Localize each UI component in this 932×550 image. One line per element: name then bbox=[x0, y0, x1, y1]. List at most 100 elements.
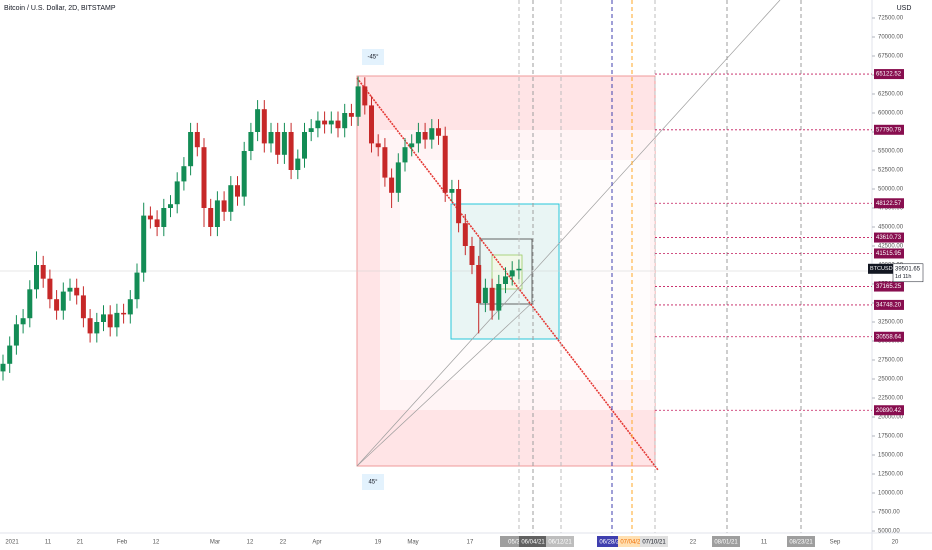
price-tag-label: 20890.42 bbox=[876, 408, 902, 414]
angle-label: -45° bbox=[367, 55, 379, 61]
x-tick-label: 17 bbox=[467, 540, 474, 546]
candle-body bbox=[87, 318, 93, 334]
candle-body bbox=[456, 188, 462, 224]
x-tick-label: 22 bbox=[690, 540, 697, 546]
x-tick-label: 08/23/21 bbox=[789, 540, 813, 546]
candle-body bbox=[141, 215, 147, 273]
candle-body bbox=[248, 131, 254, 151]
candle-body bbox=[235, 185, 240, 197]
candle-body bbox=[147, 215, 153, 220]
candle-body bbox=[107, 314, 113, 328]
candle-body bbox=[369, 105, 374, 144]
y-tick-label: 60000.00 bbox=[878, 111, 904, 117]
candle-body bbox=[268, 131, 274, 144]
candle-body bbox=[261, 109, 267, 144]
candle-body bbox=[342, 112, 348, 129]
candle-body bbox=[208, 207, 214, 227]
candle-body bbox=[422, 131, 428, 140]
candle-body bbox=[74, 287, 80, 296]
price-tag bbox=[874, 405, 904, 416]
x-label-box bbox=[500, 536, 528, 547]
candle-body bbox=[214, 200, 220, 227]
y-tick-label: 52500.00 bbox=[878, 168, 904, 174]
price-tag bbox=[874, 124, 904, 135]
price-tag-label: 41515.95 bbox=[876, 251, 902, 257]
candle-body bbox=[154, 219, 160, 227]
y-tick-label: 67500.00 bbox=[878, 54, 904, 60]
candle-body bbox=[60, 291, 66, 311]
candle-body bbox=[47, 278, 53, 300]
x-tick-label: Apr bbox=[312, 540, 321, 546]
candle-body bbox=[436, 128, 441, 136]
angle-box bbox=[362, 49, 384, 65]
x-tick-label: 07/04/21 bbox=[620, 540, 644, 546]
x-label-box bbox=[519, 536, 547, 547]
price-tag bbox=[874, 299, 904, 310]
x-tick-label: 12 bbox=[153, 540, 160, 546]
candle-body bbox=[161, 207, 167, 227]
y-tick-label: 47500.00 bbox=[878, 206, 904, 212]
y-tick-label: 12500.00 bbox=[878, 472, 904, 478]
candle-body bbox=[101, 314, 106, 322]
candle-body bbox=[255, 109, 261, 132]
candle-body bbox=[194, 131, 200, 148]
candle-body bbox=[389, 177, 395, 193]
price-tag bbox=[874, 198, 904, 209]
candle-body bbox=[496, 283, 502, 311]
x-tick-label: 06/28/21 bbox=[599, 540, 623, 546]
price-tag-label: 37165.25 bbox=[876, 284, 902, 290]
candle-body bbox=[503, 276, 508, 284]
candle-body bbox=[275, 131, 281, 155]
candle-body bbox=[328, 120, 334, 125]
candle-body bbox=[40, 264, 46, 279]
candle-body bbox=[80, 295, 86, 319]
angle-box bbox=[362, 474, 384, 490]
fan-line bbox=[356, 0, 781, 467]
y-tick-label: 15000.00 bbox=[878, 453, 904, 459]
drawings: -45° 45° bbox=[0, 0, 872, 533]
x-label-box bbox=[640, 536, 668, 547]
candle-body bbox=[429, 128, 435, 140]
x-label-box bbox=[787, 536, 815, 547]
candle-body bbox=[94, 321, 100, 334]
x-label-box bbox=[546, 536, 574, 547]
candle-body bbox=[476, 264, 482, 303]
symbol-label: BTCUSD bbox=[870, 266, 893, 272]
candle-body bbox=[516, 268, 522, 271]
candle-body bbox=[355, 86, 361, 117]
countdown-label: 1d 11h bbox=[895, 274, 911, 280]
x-label-box bbox=[712, 536, 740, 547]
candle-body bbox=[449, 188, 455, 193]
x-tick-label: Feb bbox=[117, 540, 128, 546]
price-tag bbox=[874, 69, 904, 80]
x-label-box bbox=[618, 536, 646, 547]
candle-body bbox=[13, 324, 19, 346]
candle-body bbox=[509, 270, 515, 277]
candle-body bbox=[375, 143, 381, 148]
x-tick-label: Sep bbox=[830, 540, 841, 546]
candle-body bbox=[308, 128, 314, 132]
x-tick-label: 22 bbox=[280, 540, 287, 546]
y-tick-label: 55000.00 bbox=[878, 149, 904, 155]
candle-body bbox=[20, 318, 26, 325]
y-tick-label: 45000.00 bbox=[878, 225, 904, 231]
candle-body bbox=[382, 147, 388, 178]
candle-body bbox=[288, 131, 294, 170]
fan-line bbox=[356, 299, 536, 467]
candle-body bbox=[54, 299, 60, 311]
candle-body bbox=[134, 272, 140, 300]
x-tick-label: 05/3 bbox=[508, 540, 520, 546]
x-tick-label: 19 bbox=[375, 540, 382, 546]
price-tag bbox=[874, 248, 904, 259]
diagonal-line bbox=[356, 77, 659, 471]
y-tick-label: 5000.00 bbox=[878, 529, 900, 535]
candle-body bbox=[489, 287, 495, 311]
price-tag-label: 43610.73 bbox=[876, 235, 902, 241]
candle-body bbox=[482, 287, 488, 303]
candle-body bbox=[7, 345, 13, 364]
y-tick-label: 25000.00 bbox=[878, 377, 904, 383]
y-tick-label: 62500.00 bbox=[878, 92, 904, 98]
candle-body bbox=[188, 131, 194, 167]
price-tag-label: 34748.20 bbox=[876, 302, 902, 308]
